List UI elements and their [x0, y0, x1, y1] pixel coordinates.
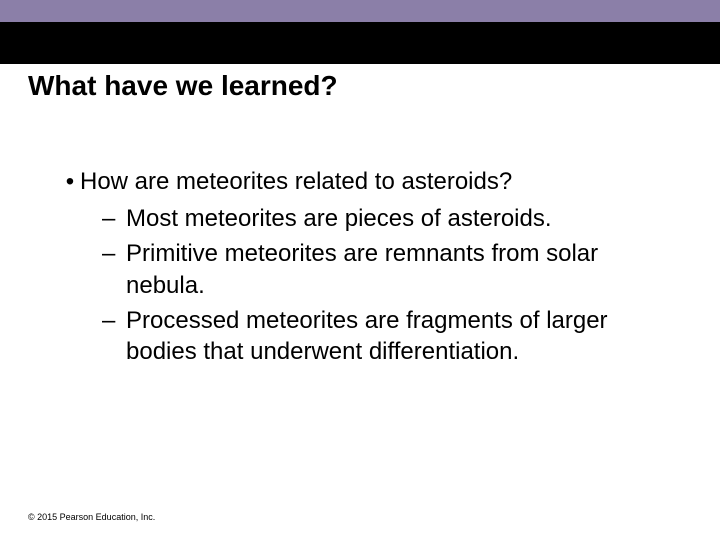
bullet-dot-icon: • — [60, 166, 80, 197]
slide-title: What have we learned? — [28, 70, 720, 102]
slide: What have we learned? • How are meteorit… — [0, 0, 720, 540]
bullet-level2-text: Primitive meteorites are remnants from s… — [126, 238, 670, 300]
bullet-level1: • How are meteorites related to asteroid… — [60, 166, 670, 197]
title-wrap: What have we learned? — [0, 64, 720, 106]
bullet-level1-text: How are meteorites related to asteroids? — [80, 166, 512, 197]
bullet-level2-text: Most meteorites are pieces of asteroids. — [126, 203, 552, 234]
bullet-dash-icon: – — [102, 203, 126, 234]
content-area: • How are meteorites related to asteroid… — [0, 106, 720, 367]
bullet-level2: – Primitive meteorites are remnants from… — [102, 238, 670, 300]
header-purple-bar — [0, 0, 720, 22]
bullet-level2: – Processed meteorites are fragments of … — [102, 305, 670, 367]
bullet-level2-text: Processed meteorites are fragments of la… — [126, 305, 670, 367]
bullet-level2: – Most meteorites are pieces of asteroid… — [102, 203, 670, 234]
bullet-dash-icon: – — [102, 238, 126, 269]
copyright-footer: © 2015 Pearson Education, Inc. — [28, 512, 155, 522]
header-black-left-pad — [0, 22, 28, 64]
bullet-dash-icon: – — [102, 305, 126, 336]
header-black-bar — [0, 22, 720, 64]
